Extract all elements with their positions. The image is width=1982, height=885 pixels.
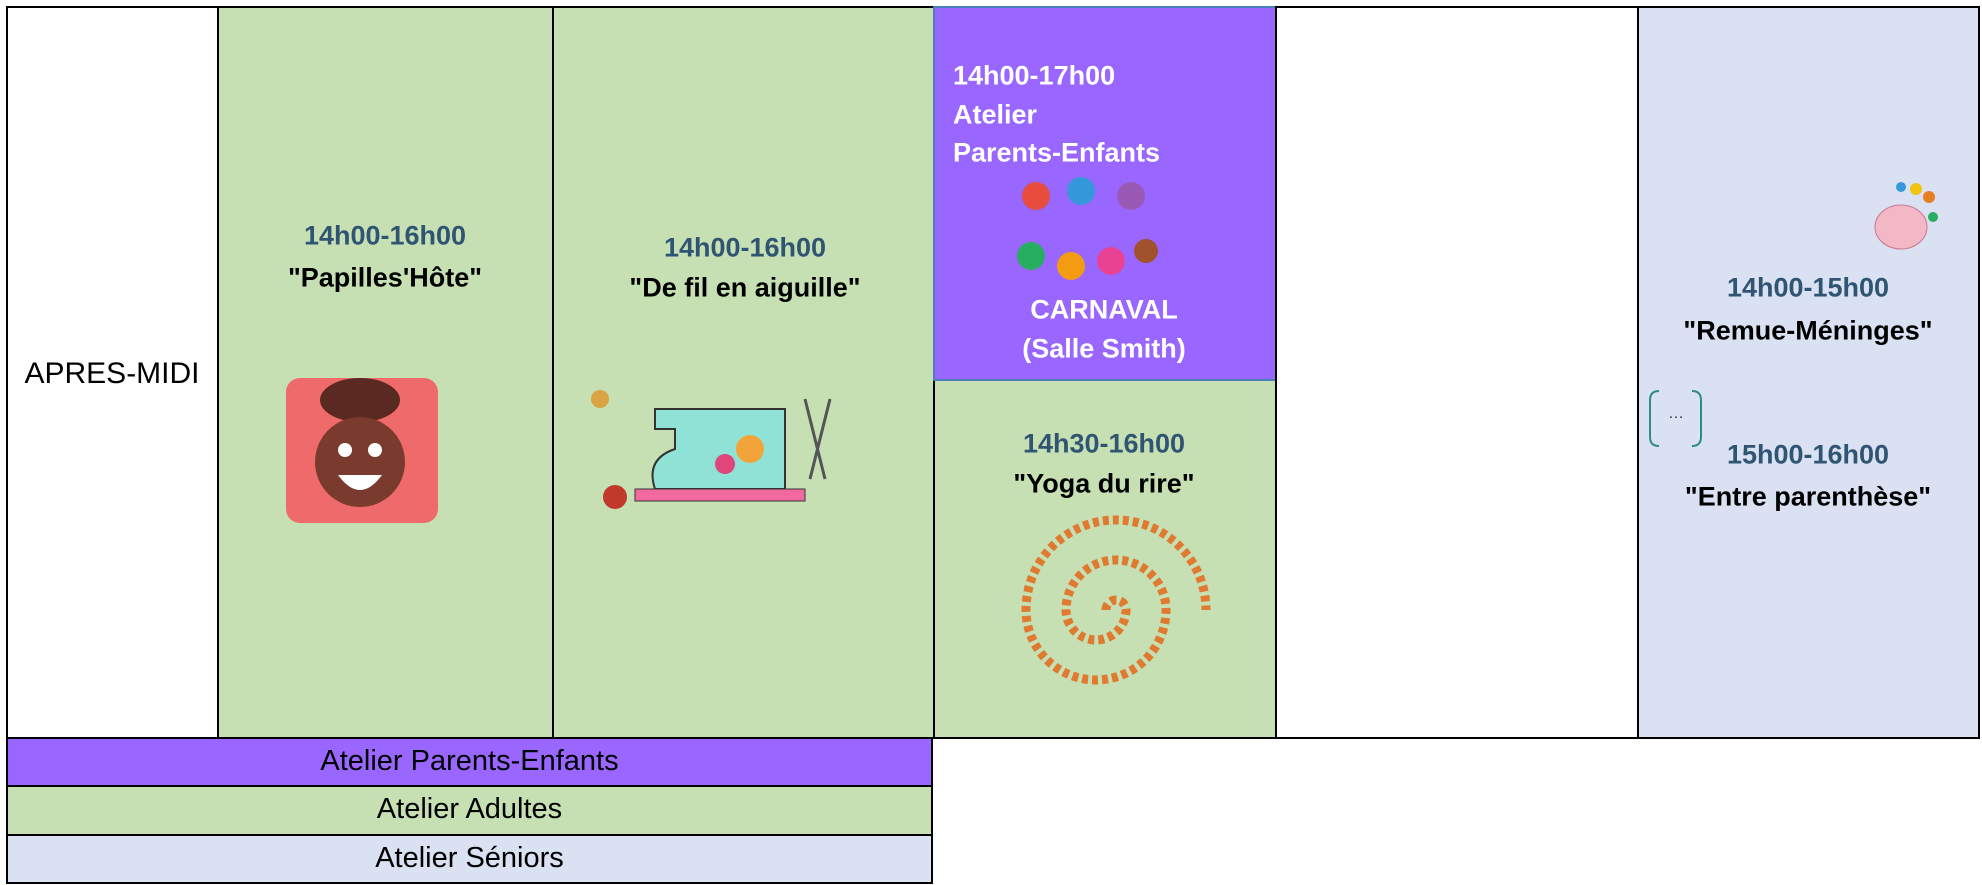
icon-text: … bbox=[1668, 405, 1684, 422]
time: 14h00-15h00 bbox=[1726, 272, 1890, 303]
title: "Papilles'Hôte" bbox=[287, 262, 483, 293]
title: "Remue-Méninges" bbox=[1683, 315, 1933, 346]
empty-cell bbox=[1275, 6, 1639, 739]
time: 14h00-16h00 bbox=[303, 220, 467, 251]
time: 14h30-16h00 bbox=[1022, 428, 1186, 459]
legend-item: Atelier Parents-Enfants bbox=[6, 737, 933, 787]
line: Atelier bbox=[953, 99, 1038, 130]
room: (Salle Smith) bbox=[1022, 333, 1186, 364]
cell-seniors bbox=[1637, 6, 1980, 739]
row-label: APRES-MIDI bbox=[24, 357, 200, 390]
cell-fil bbox=[552, 6, 935, 739]
sewing-image bbox=[591, 390, 832, 509]
time: 14h00-16h00 bbox=[663, 232, 827, 263]
spiral-image bbox=[1021, 515, 1211, 685]
kids-image bbox=[1017, 177, 1158, 280]
chef-image bbox=[286, 378, 438, 523]
event: CARNAVAL bbox=[1030, 294, 1178, 325]
title: "Yoga du rire" bbox=[1013, 468, 1195, 499]
time: 14h00-17h00 bbox=[953, 60, 1116, 91]
time: 15h00-16h00 bbox=[1726, 439, 1890, 470]
bracket-icon bbox=[1649, 390, 1702, 447]
title: "Entre parenthèse" bbox=[1684, 481, 1932, 512]
legend-item: Atelier Adultes bbox=[6, 785, 933, 836]
title: "De fil en aiguille" bbox=[629, 272, 861, 303]
legend-item: Atelier Séniors bbox=[6, 834, 933, 884]
brain-image bbox=[1874, 182, 1938, 250]
line: Parents-Enfants bbox=[953, 137, 1161, 168]
